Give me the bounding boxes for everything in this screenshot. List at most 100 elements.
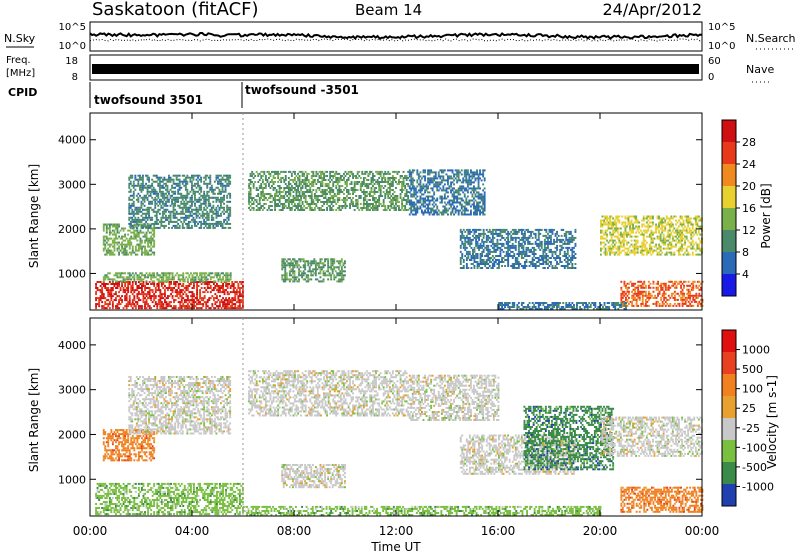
power-cell	[369, 203, 371, 205]
power-cell	[431, 171, 434, 174]
power-cell	[470, 191, 472, 194]
power-cell	[539, 263, 542, 265]
power-cell	[229, 301, 232, 304]
power-cell	[206, 198, 209, 201]
power-cell	[462, 242, 465, 245]
power-cell	[467, 228, 470, 231]
power-cell	[132, 186, 135, 189]
power-cell	[370, 195, 373, 197]
power-cell	[113, 231, 116, 234]
power-cell	[274, 172, 276, 175]
power-cell	[419, 207, 422, 210]
power-cell	[493, 228, 496, 231]
power-cell	[229, 272, 232, 275]
power-cell	[482, 199, 485, 202]
power-cell	[209, 276, 212, 279]
power-cell	[483, 205, 486, 208]
power-cell	[479, 263, 482, 265]
power-cell	[151, 222, 154, 225]
power-cell	[300, 195, 302, 197]
power-cell	[200, 283, 203, 285]
power-cell	[216, 295, 218, 298]
power-cell	[225, 280, 227, 283]
power-cell	[436, 181, 439, 184]
power-cell	[115, 293, 117, 296]
power-cell	[456, 173, 459, 176]
power-cell	[336, 191, 339, 193]
power-cell	[231, 291, 234, 294]
power-cell	[284, 170, 287, 173]
power-cell	[118, 295, 120, 298]
power-cell	[172, 186, 175, 189]
power-cell	[352, 205, 354, 207]
power-cell	[226, 220, 229, 223]
power-cell	[170, 281, 172, 283]
power-cell	[310, 201, 313, 203]
power-cell	[303, 181, 306, 183]
power-cell	[231, 299, 234, 302]
power-cell	[302, 258, 305, 261]
power-cell	[459, 261, 462, 263]
power-cell	[146, 190, 149, 193]
power-cell	[337, 274, 340, 277]
power-cell	[158, 182, 161, 185]
power-cell	[110, 287, 113, 289]
power-cell	[284, 262, 287, 265]
power-cell	[491, 228, 494, 231]
power-cell	[229, 208, 232, 211]
power-cell	[494, 255, 497, 257]
power-cell	[505, 242, 508, 245]
power-cell	[151, 218, 154, 221]
power-cell	[237, 283, 240, 285]
power-cell	[167, 305, 169, 308]
power-cell	[524, 232, 526, 235]
power-cell	[159, 274, 162, 277]
power-cell	[116, 229, 119, 232]
power-cell	[297, 191, 299, 193]
power-cell	[410, 173, 413, 176]
power-cell	[404, 177, 407, 179]
power-cell	[211, 289, 214, 292]
power-cell	[158, 178, 161, 181]
power-cell	[249, 193, 252, 195]
power-cell	[238, 305, 241, 308]
power-cell	[336, 201, 339, 203]
power-cell	[355, 205, 358, 207]
power-cell	[158, 200, 161, 203]
power-cell	[274, 205, 276, 207]
power-cell	[416, 207, 419, 210]
power-cell	[177, 293, 180, 296]
power-cell	[164, 289, 166, 292]
power-cell	[310, 272, 313, 275]
power-cell	[200, 214, 203, 217]
power-cell	[462, 181, 465, 184]
power-cell	[382, 209, 385, 211]
power-cell	[127, 303, 130, 306]
power-cell	[183, 194, 186, 197]
power-cell	[159, 303, 162, 306]
power-cell	[416, 171, 419, 174]
nave-label: Nave	[746, 63, 774, 76]
power-cell	[178, 196, 181, 199]
power-cell	[142, 231, 145, 234]
power-cell	[214, 287, 217, 289]
power-cell	[344, 201, 347, 203]
power-cell	[349, 175, 351, 177]
power-cell	[289, 209, 292, 211]
power-cell	[447, 175, 449, 178]
power-cell	[170, 289, 172, 292]
power-cell	[391, 177, 394, 179]
power-cell	[178, 188, 181, 191]
power-cell	[476, 187, 478, 190]
power-cell	[298, 272, 300, 275]
power-cell	[136, 229, 139, 232]
power-cell	[517, 240, 520, 243]
power-cell	[157, 295, 160, 298]
power-cell	[307, 264, 310, 267]
power-cell	[425, 189, 428, 192]
power-cell	[431, 189, 434, 192]
power-cell	[414, 209, 417, 212]
power-cell	[173, 278, 175, 281]
power-cell	[324, 185, 327, 187]
power-cell	[137, 247, 140, 250]
